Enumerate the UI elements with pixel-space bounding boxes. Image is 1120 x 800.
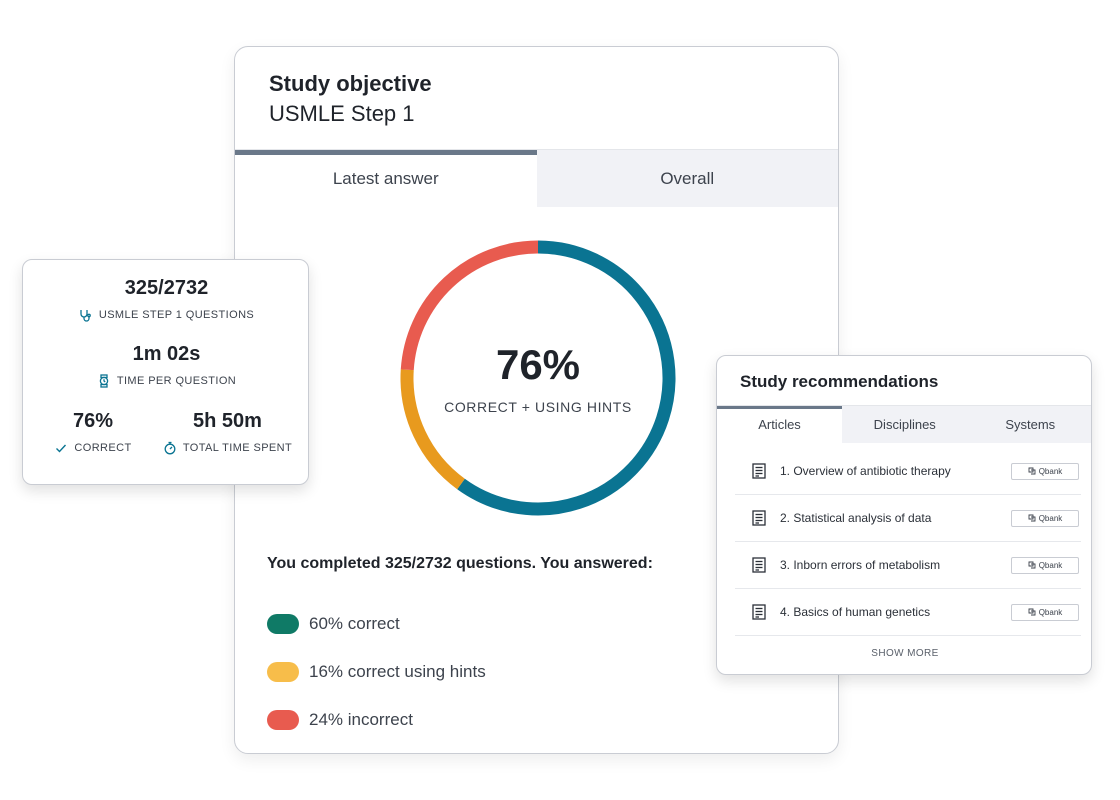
stat-label: CORRECT — [74, 442, 132, 454]
card-title: Study objective — [269, 71, 432, 96]
stat-time-per-question: 1m 02s TIME PER QUESTION — [23, 343, 310, 388]
donut-center: 76% CORRECT + USING HINTS — [400, 240, 676, 516]
donut-segment-correct-using-hints — [400, 369, 465, 490]
answer-legend: 60% correct 16% correct using hints 24% … — [267, 600, 486, 744]
tab-systems[interactable]: Systems — [967, 406, 1091, 443]
qbank-badge[interactable]: Qbank — [1011, 509, 1079, 527]
stat-label-row: USMLE STEP 1 QUESTIONS — [23, 308, 310, 322]
recommendation-label: 1. Overview of antibiotic therapy — [780, 464, 951, 478]
stat-value: 76% — [72, 410, 114, 432]
qbank-label: Qbank — [1038, 466, 1063, 476]
qbank-badge[interactable]: Qbank — [1011, 556, 1079, 574]
stat-label: TIME PER QUESTION — [116, 375, 237, 387]
stat-value: 5h 50m — [193, 410, 262, 432]
qbank-icon — [1028, 514, 1036, 522]
watch-icon — [99, 374, 109, 388]
legend-item-incorrect: 24% incorrect — [267, 696, 486, 744]
recommendation-item[interactable]: 1. Overview of antibiotic therapy Qbank — [735, 448, 1081, 495]
stat-label: TOTAL TIME SPENT — [182, 442, 293, 454]
recommendation-label: 2. Statistical analysis of data — [780, 511, 932, 525]
recommendation-label: 3. Inborn errors of metabolism — [780, 558, 941, 572]
card-subtitle: USMLE Step 1 — [269, 101, 415, 126]
tab-disciplines[interactable]: Disciplines — [842, 406, 968, 443]
stat-correct: 76% CORRECT — [43, 410, 143, 455]
recommendations-tab-bar: Articles Disciplines Systems — [717, 405, 1091, 443]
qbank-label: Qbank — [1038, 560, 1063, 570]
stat-label-row: TOTAL TIME SPENT — [155, 441, 300, 455]
legend-label: 60% correct — [309, 614, 400, 633]
card-header: Study objective USMLE Step 1 — [235, 47, 838, 149]
completion-summary: You completed 325/2732 questions. You an… — [267, 555, 653, 572]
legend-label: 24% incorrect — [309, 710, 413, 729]
stats-card: 325/2732 USMLE STEP 1 QUESTIONS 1m 02s T… — [22, 259, 309, 485]
show-more-link[interactable]: SHOW MORE — [871, 648, 939, 659]
tab-bar: Latest answer Overall — [235, 149, 838, 207]
tab-overall[interactable]: Overall — [536, 150, 838, 207]
qbank-label: Qbank — [1038, 513, 1063, 523]
donut-chart: 76% CORRECT + USING HINTS — [400, 240, 676, 516]
recommendations-title: Study recommendations — [740, 372, 939, 391]
document-icon — [752, 557, 766, 573]
qbank-badge[interactable]: Qbank — [1011, 603, 1079, 621]
donut-segment-correct — [457, 240, 676, 516]
recommendation-item[interactable]: 3. Inborn errors of metabolism Qbank — [735, 542, 1081, 589]
stat-value: 1m 02s — [132, 343, 201, 365]
recommendation-label: 4. Basics of human genetics — [780, 605, 931, 619]
tab-articles[interactable]: Articles — [717, 406, 842, 443]
tab-latest-answer[interactable]: Latest answer — [235, 150, 537, 207]
legend-swatch-incorrect — [267, 710, 299, 730]
qbank-label: Qbank — [1038, 607, 1063, 617]
recommendations-list: 1. Overview of antibiotic therapy Qbank 2.… — [735, 448, 1081, 636]
legend-item-hints: 16% correct using hints — [267, 648, 486, 696]
legend-swatch-hints — [267, 662, 299, 682]
legend-swatch-correct — [267, 614, 299, 634]
stopwatch-icon — [164, 441, 176, 455]
recommendation-item[interactable]: 2. Statistical analysis of data Qbank — [735, 495, 1081, 542]
document-icon — [752, 604, 766, 620]
stat-value: 325/2732 — [124, 277, 209, 299]
stethoscope-icon — [80, 310, 91, 322]
legend-item-correct: 60% correct — [267, 600, 486, 648]
stat-label-row: TIME PER QUESTION — [23, 374, 310, 388]
donut-value: 76% — [495, 341, 581, 388]
stat-total-time: 5h 50m TOTAL TIME SPENT — [155, 410, 300, 455]
stat-label-row: CORRECT — [43, 441, 143, 455]
recommendation-item[interactable]: 4. Basics of human genetics Qbank — [735, 589, 1081, 636]
stat-label: USMLE STEP 1 QUESTIONS — [98, 309, 255, 321]
study-recommendations-card: Study recommendations Articles Disciplin… — [716, 355, 1092, 675]
check-icon — [56, 444, 67, 453]
donut-svg — [400, 240, 676, 516]
donut-segment-incorrect — [400, 240, 539, 371]
stat-questions: 325/2732 USMLE STEP 1 QUESTIONS — [23, 277, 310, 322]
donut-label: CORRECT + USING HINTS — [444, 399, 632, 415]
qbank-icon — [1028, 561, 1036, 569]
document-icon — [752, 510, 766, 526]
document-icon — [752, 463, 766, 479]
qbank-icon — [1028, 467, 1036, 475]
qbank-badge[interactable]: Qbank — [1011, 462, 1079, 480]
qbank-icon — [1028, 608, 1036, 616]
legend-label: 16% correct using hints — [309, 662, 486, 681]
